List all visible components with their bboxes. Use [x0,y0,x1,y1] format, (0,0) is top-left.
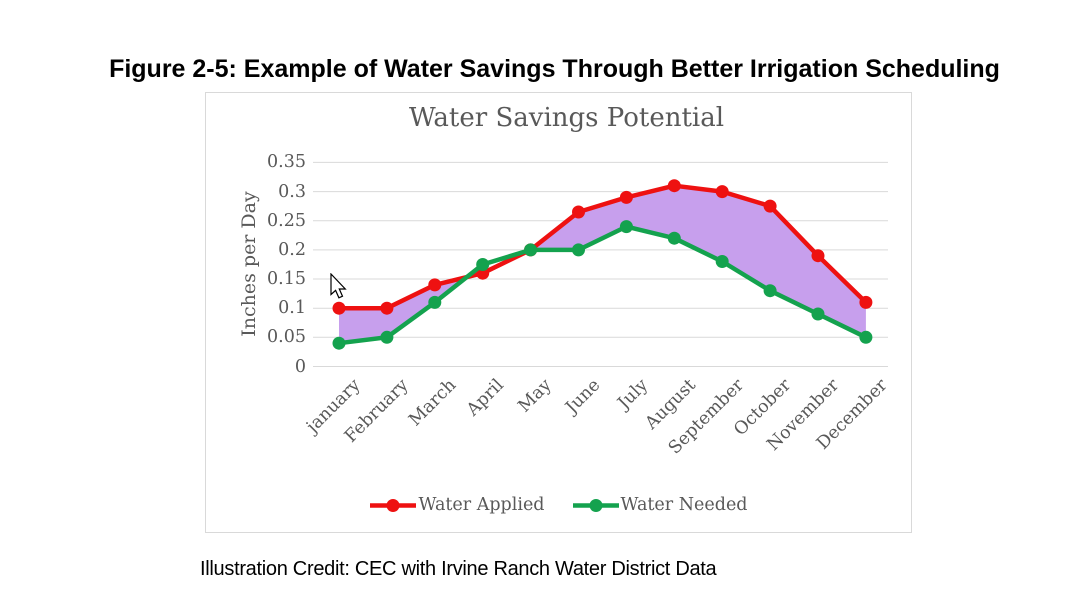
legend: Water Applied Water Needed [205,495,912,515]
y-tick-label: 0.25 [267,210,306,231]
legend-line-marker-icon [370,498,417,512]
y-tick-label: 0.05 [267,327,306,348]
y-tick-label: 0.3 [278,181,306,202]
figure-title: Figure 2-5: Example of Water Savings Thr… [109,55,1000,83]
chart-panel [205,92,912,533]
legend-line-marker-icon [572,498,619,512]
mouse-cursor-icon [330,273,347,299]
legend-item-water-applied: Water Applied [369,495,545,515]
legend-label: Water Needed [620,495,748,515]
legend-item-water-needed: Water Needed [572,495,748,515]
y-tick-label: 0 [294,356,306,377]
y-tick-label: 0.2 [278,239,306,260]
chart-title: Water Savings Potential [408,103,725,133]
y-tick-label: 0.35 [267,152,306,173]
legend-label: Water Applied [418,495,545,515]
y-tick-label: 0.15 [267,269,306,289]
y-tick-label: 0.1 [278,298,306,319]
credit-text: Illustration Credit: CEC with Irvine Ran… [200,558,717,580]
